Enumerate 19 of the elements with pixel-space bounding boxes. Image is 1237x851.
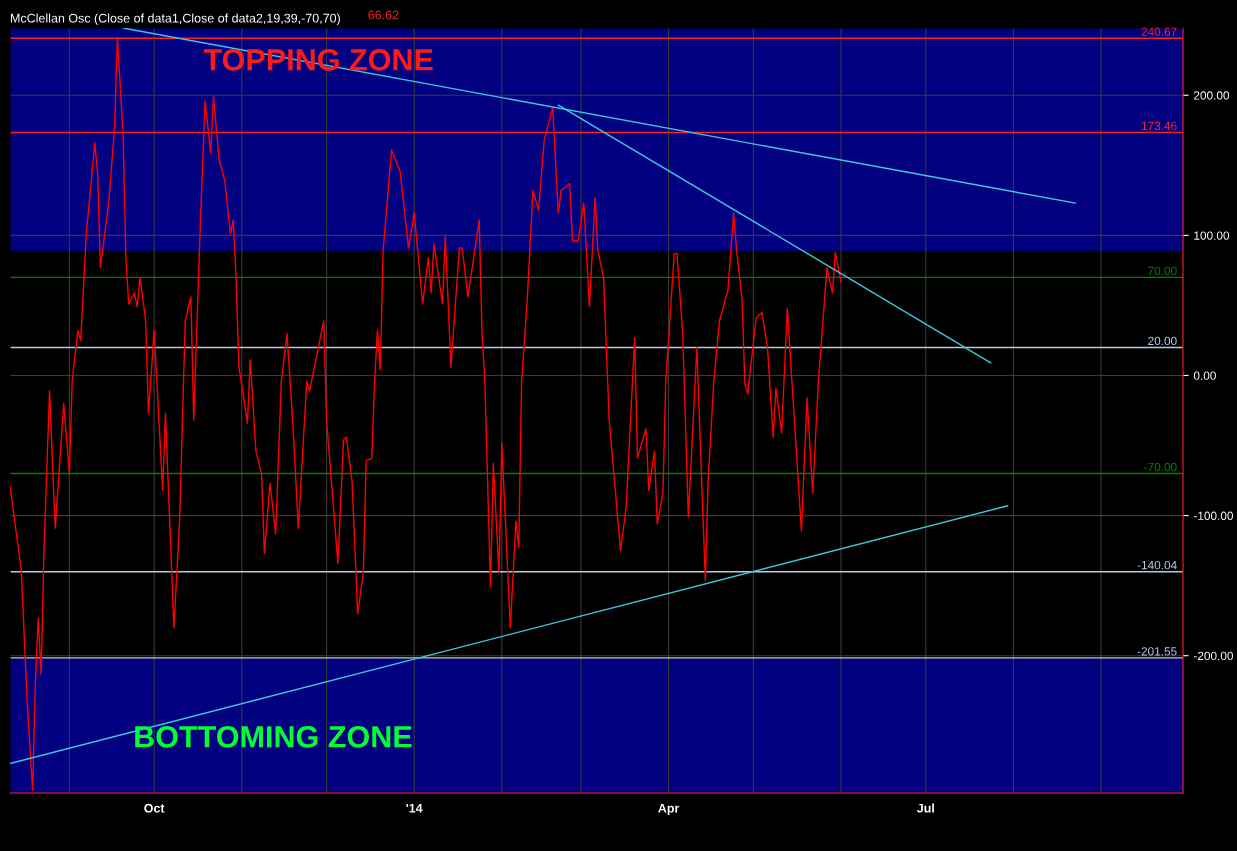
- ref-line-label: -140.04: [1137, 560, 1177, 570]
- x-tick-label: '14: [406, 803, 423, 813]
- ref-line-label: 173.46: [1141, 121, 1177, 131]
- x-tick-label: Jul: [916, 803, 934, 813]
- chart-title: McClellan Osc (Close of data1,Close of data2,19,39,-70,70): [11, 13, 340, 26]
- y-tick-label: -200.00: [1193, 651, 1233, 661]
- ref-line-label: 70.00: [1148, 266, 1177, 276]
- ref-line-label: 240.67: [1141, 27, 1177, 36]
- text: 66.62: [368, 10, 399, 20]
- ref-line-label: 20.00: [1148, 336, 1177, 346]
- ref-line-label: -201.55: [1137, 647, 1177, 656]
- x-tick-label: Apr: [658, 803, 680, 816]
- y-tick-label: 0.00: [1193, 371, 1216, 380]
- x-tick-label: Oct: [144, 803, 165, 813]
- y-tick-label: 200.00: [1194, 91, 1230, 100]
- y-tick-label: -100.00: [1193, 511, 1233, 520]
- band-label: BOTTOMING ZONE: [135, 726, 412, 748]
- ref-line-label: -70.00: [1144, 462, 1177, 472]
- y-tick-label: 100.00: [1194, 231, 1230, 240]
